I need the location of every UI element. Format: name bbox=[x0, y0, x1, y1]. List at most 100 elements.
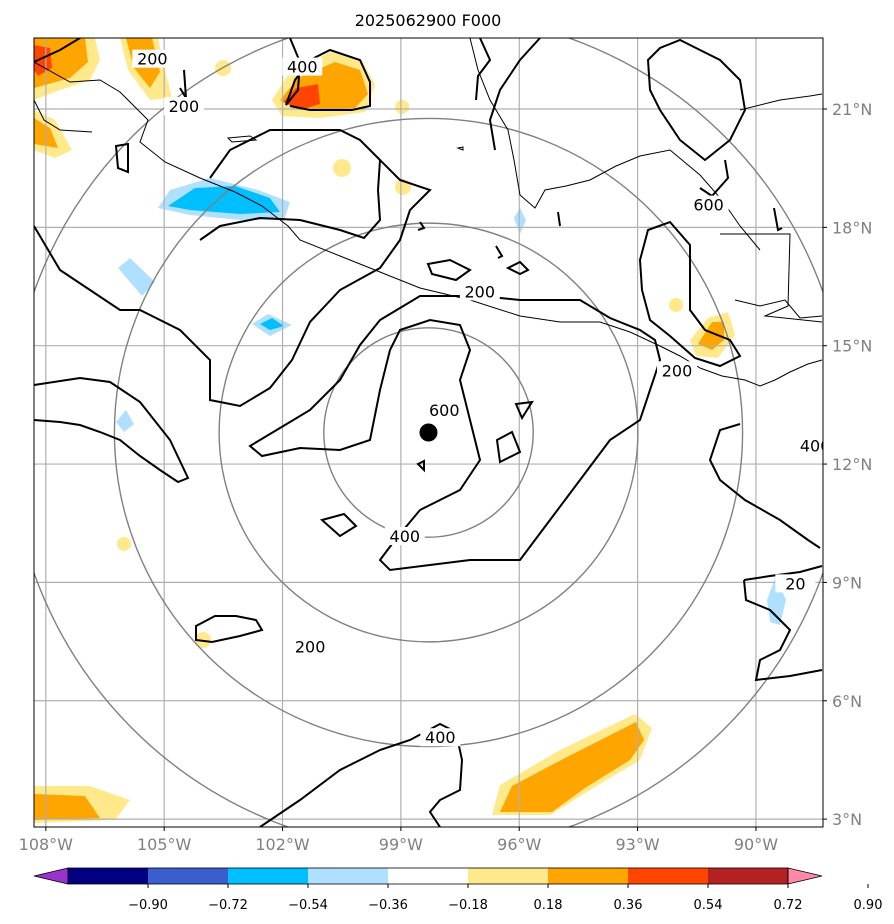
contour-200-sw bbox=[195, 615, 264, 644]
contour-label-bg-4 bbox=[795, 436, 823, 455]
contour-label-7: 200 bbox=[295, 637, 326, 656]
contour-label-9: 200 bbox=[137, 50, 168, 69]
colorbar-segment-1 bbox=[148, 868, 228, 884]
contour-label-bg-1 bbox=[384, 527, 425, 546]
colorbar-label-9: 0.90 bbox=[854, 898, 883, 913]
map-area: 600 400 200 600 400 200 400 200 200 200 400 20 bbox=[34, 38, 831, 827]
storm-center-marker bbox=[419, 423, 438, 442]
contour-small-13 bbox=[34, 38, 81, 63]
contour-label-bg-6 bbox=[420, 728, 461, 747]
contour-label-8: 200 bbox=[169, 97, 200, 116]
shade-positive-dot-5 bbox=[669, 298, 683, 312]
coastline-mexico-pacific bbox=[34, 61, 701, 369]
coastline-yucatan bbox=[720, 233, 823, 323]
y-tick-label-3: 12°N bbox=[832, 455, 872, 474]
contour-label-bg-11 bbox=[775, 574, 816, 593]
coastline-caribbean bbox=[739, 93, 823, 111]
contour-200-se bbox=[743, 565, 823, 581]
shade-negative-north-small bbox=[514, 208, 526, 234]
colorbar-segment-7 bbox=[628, 868, 708, 884]
y-tick-label-5: 18°N bbox=[832, 218, 872, 237]
shade-positive-west-edge bbox=[34, 110, 72, 158]
colorbar-segment-4 bbox=[388, 868, 468, 884]
x-tick-label-2: 102°W bbox=[255, 835, 310, 854]
range-rings bbox=[34, 38, 823, 827]
colorbar-label-4: −0.18 bbox=[448, 898, 488, 913]
colorbar-label-3: −0.36 bbox=[368, 898, 408, 913]
y-tick-label-4: 15°N bbox=[832, 337, 872, 356]
contour-label-bg-9 bbox=[132, 49, 173, 68]
contour-small-7 bbox=[416, 459, 425, 473]
y-tick-label-6: 21°N bbox=[832, 100, 872, 119]
contour-label-1: 400 bbox=[390, 527, 421, 546]
contour-small-2 bbox=[426, 258, 472, 282]
coastline-central-america bbox=[699, 359, 823, 387]
contour-ne-line bbox=[488, 38, 541, 151]
contour-200-east bbox=[638, 220, 742, 368]
x-tick-label-5: 93°W bbox=[615, 835, 659, 854]
contour-label-bg-3 bbox=[688, 195, 729, 214]
colorbar-label-1: −0.72 bbox=[208, 898, 248, 913]
contour-label-4: 400 bbox=[800, 436, 831, 455]
contour-200-west bbox=[34, 129, 432, 408]
x-tick-label-3: 99°W bbox=[379, 835, 423, 854]
colorbar-segment-5 bbox=[468, 868, 548, 884]
colorbar-segment-8 bbox=[708, 868, 788, 884]
coastline-islet-1 bbox=[226, 135, 258, 143]
y-axis-ticks: 3°N 6°N 9°N 12°N 15°N 18°N 21°N bbox=[823, 100, 872, 829]
shaded-regions bbox=[34, 38, 786, 823]
shade-negative-north-blob-core bbox=[168, 186, 280, 214]
colorbar: −0.90 −0.72 −0.54 −0.36 −0.18 0.18 0.36 0.54 0.7… bbox=[33, 867, 883, 913]
contour-400-east bbox=[708, 423, 821, 549]
contour-200-se2 bbox=[743, 579, 823, 682]
contour-small-12 bbox=[557, 211, 561, 227]
shade-positive-dot-6 bbox=[117, 537, 131, 551]
shade-positive-east-coast-core bbox=[698, 322, 724, 350]
contour-labels: 600 400 200 600 400 200 400 200 200 200 400 20 bbox=[132, 49, 831, 747]
contour-label-10: 400 bbox=[287, 58, 318, 77]
y-tick-label-0: 3°N bbox=[832, 810, 862, 829]
range-ring-1 bbox=[218, 222, 639, 643]
contour-label-3: 600 bbox=[693, 196, 724, 215]
map-frame bbox=[33, 37, 824, 828]
x-tick-label-4: 96°W bbox=[497, 835, 541, 854]
contour-small-1 bbox=[114, 142, 129, 174]
coastline-honduras bbox=[734, 299, 823, 319]
shade-positive-dot-2 bbox=[395, 100, 409, 114]
colorbar-extend-low bbox=[33, 867, 69, 885]
x-tick-label-0: 108°W bbox=[19, 835, 74, 854]
chart-title: 2025062900 F000 bbox=[355, 11, 502, 30]
contour-200-mid bbox=[199, 159, 382, 241]
range-ring-0 bbox=[323, 327, 534, 538]
contour-600-core bbox=[248, 295, 662, 572]
contour-400-south bbox=[259, 722, 464, 827]
contour-label-bg-10 bbox=[282, 57, 323, 76]
colorbar-label-2: −0.54 bbox=[288, 898, 328, 913]
contours bbox=[34, 38, 823, 827]
colorbar-frame bbox=[67, 867, 789, 885]
contour-label-2: 200 bbox=[465, 282, 496, 301]
contour-200-north bbox=[285, 38, 371, 111]
coastline-baja-tip bbox=[34, 99, 93, 133]
contour-600-ne bbox=[646, 38, 747, 162]
colorbar-segment-0 bbox=[68, 868, 148, 884]
contour-small-9 bbox=[773, 207, 783, 232]
shade-negative-west-2-core bbox=[260, 318, 284, 330]
coastline-islet-2 bbox=[456, 146, 464, 151]
coastline-gulf bbox=[469, 38, 761, 251]
shade-positive-se-core bbox=[500, 722, 644, 812]
contour-small-10 bbox=[417, 221, 426, 231]
x-axis-ticks: 108°W 105°W 102°W 99°W 96°W 93°W 90°W bbox=[19, 827, 778, 854]
x-tick-label-6: 90°W bbox=[734, 835, 778, 854]
contour-ne-line2 bbox=[475, 38, 492, 101]
contour-label-bg-8 bbox=[163, 97, 204, 116]
colorbar-label-0: −0.90 bbox=[128, 898, 168, 913]
contour-small-11 bbox=[495, 245, 504, 259]
contour-600-ne2 bbox=[699, 159, 730, 198]
contour-label-5: 200 bbox=[662, 361, 693, 380]
colorbar-segment-3 bbox=[308, 868, 388, 884]
colorbar-label-6: 0.36 bbox=[614, 898, 643, 913]
contour-label-11: 20 bbox=[785, 574, 805, 593]
contour-label-bg-7 bbox=[290, 637, 331, 656]
